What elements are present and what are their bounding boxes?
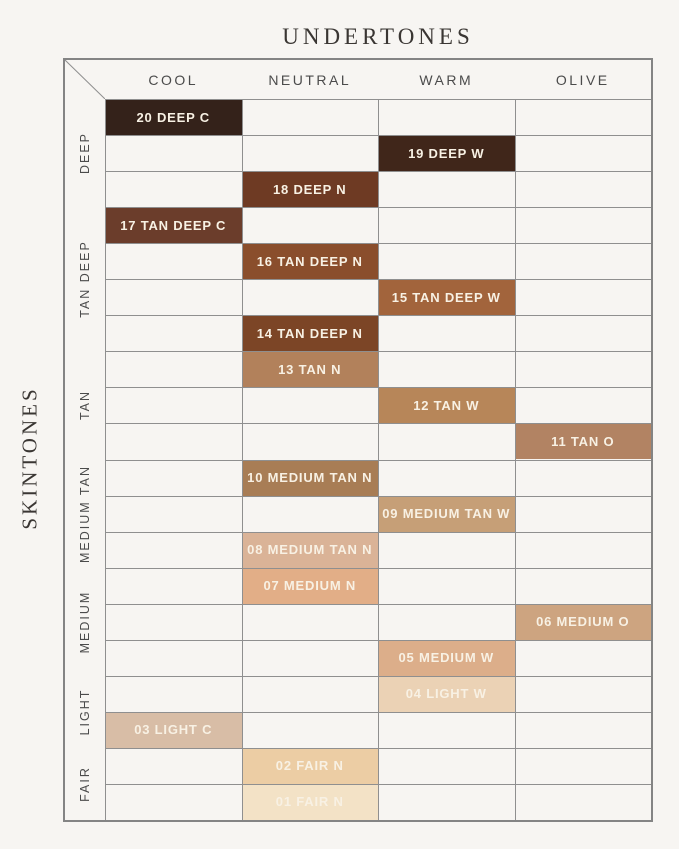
row-group-label-medium: MEDIUM bbox=[78, 590, 92, 654]
column-header-cool: COOL bbox=[148, 71, 199, 88]
shade-swatch-17-tan-deep-c: 17 TAN DEEP C bbox=[105, 207, 242, 244]
shade-label: 17 TAN DEEP C bbox=[120, 217, 227, 233]
shade-swatch-01-fair-n: 01 FAIR N bbox=[241, 783, 378, 820]
shade-label: 20 DEEP C bbox=[136, 109, 210, 125]
shade-swatch-10-medium-tan-n: 10 MEDIUM TAN N bbox=[241, 459, 378, 496]
shade-swatch-06-medium-o: 06 MEDIUM O bbox=[514, 603, 651, 640]
shade-label: 13 TAN N bbox=[278, 361, 342, 377]
shade-swatch-15-tan-deep-w: 15 TAN DEEP W bbox=[378, 279, 515, 316]
shade-swatch-09-medium-tan-w: 09 MEDIUM TAN W bbox=[378, 495, 515, 532]
shade-label: 18 DEEP N bbox=[273, 181, 347, 197]
shade-label: 04 LIGHT W bbox=[405, 686, 487, 702]
column-header-olive: OLIVE bbox=[555, 71, 610, 88]
grid-line-vertical bbox=[105, 99, 106, 820]
row-group-label-fair: FAIR bbox=[78, 766, 92, 802]
shade-label: 12 TAN W bbox=[413, 397, 480, 413]
shade-swatch-07-medium-n: 07 MEDIUM N bbox=[241, 567, 378, 604]
row-group-label-tan-deep: TAN DEEP bbox=[78, 240, 92, 319]
shade-label: 10 MEDIUM TAN N bbox=[247, 470, 373, 486]
shade-label: 01 FAIR N bbox=[275, 794, 344, 810]
shade-label: 11 TAN O bbox=[551, 433, 615, 449]
shade-swatch-08-medium-tan-n: 08 MEDIUM TAN N bbox=[241, 531, 378, 568]
row-group-label-deep: DEEP bbox=[78, 132, 92, 175]
skintones-axis-title: SKINTONES bbox=[17, 386, 42, 530]
row-group-label-light: LIGHT bbox=[78, 688, 92, 736]
shade-label: 03 LIGHT C bbox=[134, 722, 213, 738]
shade-label: 08 MEDIUM TAN N bbox=[247, 542, 373, 558]
corner-diagonal-line bbox=[65, 60, 105, 99]
shade-swatch-12-tan-w: 12 TAN W bbox=[378, 387, 515, 424]
shade-swatch-19-deep-w: 19 DEEP W bbox=[378, 135, 515, 172]
row-group-label-tan: TAN bbox=[78, 390, 92, 421]
shade-swatch-05-medium-w: 05 MEDIUM W bbox=[378, 639, 515, 676]
shade-swatch-11-tan-o: 11 TAN O bbox=[514, 423, 651, 460]
shade-label: 05 MEDIUM W bbox=[398, 650, 494, 666]
shade-label: 14 TAN DEEP N bbox=[256, 325, 363, 341]
grid-line-vertical bbox=[378, 99, 379, 820]
shade-label: 16 TAN DEEP N bbox=[256, 253, 363, 269]
row-group-label-medium-tan: MEDIUM TAN bbox=[78, 464, 92, 563]
grid-line-vertical bbox=[241, 99, 243, 820]
column-header-neutral: NEUTRAL bbox=[268, 71, 352, 88]
grid-line-vertical bbox=[514, 99, 516, 820]
shade-label: 06 MEDIUM O bbox=[536, 614, 630, 630]
shade-swatch-20-deep-c: 20 DEEP C bbox=[105, 99, 242, 136]
shade-swatch-13-tan-n: 13 TAN N bbox=[241, 351, 378, 388]
shade-label: 02 FAIR N bbox=[275, 758, 344, 774]
shade-swatch-14-tan-deep-n: 14 TAN DEEP N bbox=[241, 315, 378, 352]
shade-swatch-18-deep-n: 18 DEEP N bbox=[241, 171, 378, 208]
undertones-axis-title: UNDERTONES bbox=[282, 24, 474, 49]
shade-label: 09 MEDIUM TAN W bbox=[382, 506, 511, 522]
shade-swatch-03-light-c: 03 LIGHT C bbox=[105, 711, 242, 748]
shade-label: 15 TAN DEEP W bbox=[391, 289, 501, 305]
shade-label: 07 MEDIUM N bbox=[263, 578, 357, 594]
shade-swatch-02-fair-n: 02 FAIR N bbox=[241, 747, 378, 784]
shade-table: 20 DEEP C 19 DEEP W 18 DEEP N 17 TAN DEEP C… bbox=[63, 58, 653, 822]
shade-swatch-16-tan-deep-n: 16 TAN DEEP N bbox=[241, 243, 378, 280]
shade-swatch-04-light-w: 04 LIGHT W bbox=[378, 675, 515, 712]
column-header-warm: WARM bbox=[419, 71, 474, 88]
shade-label: 19 DEEP W bbox=[408, 145, 485, 161]
